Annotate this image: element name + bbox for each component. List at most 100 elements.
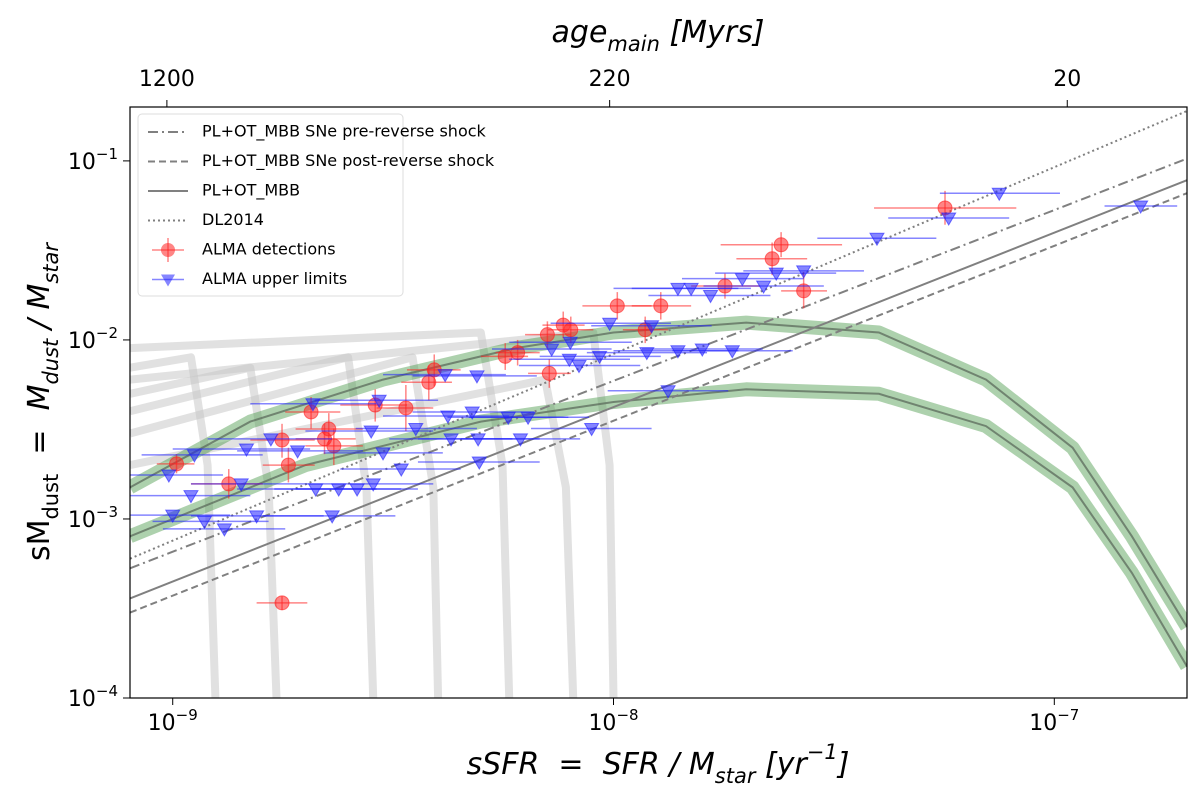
upper-limit-point [471, 456, 488, 471]
label-part: [Myrs] [660, 15, 765, 50]
detection-point [274, 595, 290, 611]
upper-limit-point [160, 469, 177, 484]
label-part: sSFR = SFR / M [467, 747, 715, 782]
upper-limit-point [469, 370, 485, 384]
legend-box [137, 113, 404, 297]
plot-area [130, 110, 1187, 698]
upper-limit-point [443, 433, 459, 447]
label-part: star [39, 242, 63, 284]
label-part: dust [39, 338, 63, 385]
upper-limit-point [407, 423, 424, 437]
axes-frame [129, 106, 1188, 699]
legend-label: ALMA upper limits [202, 269, 347, 288]
label-part: = M [22, 384, 57, 473]
axis-label: agemain [Myrs] [552, 15, 765, 57]
axis-label: sSFR = SFR / Mstar [yr−1] [467, 740, 850, 788]
upper-limit-point [371, 394, 388, 409]
detection-point [653, 298, 669, 314]
upper-limit-point [324, 510, 341, 524]
upper-limit-point [305, 398, 321, 412]
detection-point [764, 251, 780, 267]
upper-limit-point [795, 265, 812, 279]
model-track [130, 363, 281, 698]
detection-point [563, 322, 579, 338]
upper-limit-point [683, 282, 700, 297]
upper-limit-point [289, 445, 306, 459]
upper-limit-point [183, 490, 199, 504]
detection-point [510, 345, 526, 361]
legend-label: DL2014 [202, 210, 264, 229]
upper-limit-point [670, 282, 686, 297]
axes: 10−9 10−8 10−7 10−4 10−3 10−2 10−1 1200 220 20 age… [22, 15, 1082, 789]
model-track [130, 375, 578, 698]
upper-limit-point [470, 433, 486, 447]
tick-label: 10−9 [148, 706, 198, 737]
upper-limit-point [702, 290, 719, 304]
upper-limit-point [164, 509, 181, 524]
top-tick-label: 20 [1053, 67, 1081, 92]
upper-limit-point [365, 478, 382, 492]
upper-limit-point [991, 187, 1008, 202]
legend-label: PL+OT_MBB [202, 181, 300, 201]
model-track [130, 328, 514, 698]
legend-label: PL+OT_MBB SNe pre-reverse shock [202, 122, 487, 142]
upper-limit-point [512, 433, 529, 447]
detection-point [274, 432, 290, 448]
upper-limit-point [869, 232, 885, 247]
upper-limit-point [694, 343, 711, 357]
upper-limit-point [940, 212, 957, 226]
model-line [130, 179, 1187, 600]
legend-label: PL+OT_MBB SNe post-reverse shock [202, 151, 495, 171]
model-line [130, 192, 1187, 614]
detection-point [169, 456, 185, 472]
label-part: ] [836, 747, 850, 782]
label-part: [yr [755, 747, 808, 782]
upper-limit-point [186, 449, 203, 463]
upper-limit-point [543, 343, 560, 357]
label-part: dust [39, 474, 63, 520]
label-part: main [607, 32, 659, 56]
top-tick-label: 220 [589, 67, 631, 92]
tick-label: 10−2 [68, 323, 118, 354]
top-tick-label: 1200 [139, 67, 195, 92]
model-track [130, 328, 618, 698]
legend: PL+OT_MBB SNe pre-reverse shock PL+OT_MBB… [137, 113, 495, 297]
tick-label: 10−1 [68, 144, 118, 175]
label-part: −1 [807, 740, 838, 764]
upper-limit-point [248, 510, 265, 524]
upper-limit-point [724, 345, 741, 359]
label-part: sM [22, 520, 57, 562]
upper-limit-point [233, 478, 250, 492]
upper-limit-point [562, 336, 579, 351]
legend-swatch [161, 243, 175, 257]
label-part: star [715, 764, 757, 788]
model-track [130, 353, 443, 698]
label-part: / M [22, 284, 57, 339]
upper-limit-point [643, 320, 660, 334]
tick-label: 10−4 [68, 682, 118, 713]
upper-limit-point [393, 463, 410, 478]
upper-limit-point [1132, 200, 1149, 214]
detection-point [796, 283, 812, 299]
tick-label: 10−8 [588, 706, 638, 737]
tick-label: 10−3 [68, 502, 118, 533]
axis-label: sMdust = Mdust / Mstar [22, 242, 64, 561]
label-part: age [552, 15, 608, 50]
model-line [130, 157, 1187, 570]
upper-limit-point [660, 385, 676, 399]
tick-label: 10−7 [1029, 706, 1079, 737]
detection-point [280, 457, 296, 473]
detection-point [609, 298, 625, 314]
detection-point [773, 237, 789, 253]
legend-swatch [161, 274, 175, 287]
upper-limit-point [375, 447, 391, 461]
upper-limit-point [464, 406, 481, 420]
upper-limit-point [216, 523, 233, 537]
upper-limit-point [583, 423, 600, 437]
upper-limit-point [500, 411, 517, 426]
upper-limit-point [263, 433, 279, 447]
legend-label: ALMA detections [202, 240, 336, 259]
upper-limit-point [520, 411, 536, 426]
upper-limit-point [755, 280, 772, 295]
